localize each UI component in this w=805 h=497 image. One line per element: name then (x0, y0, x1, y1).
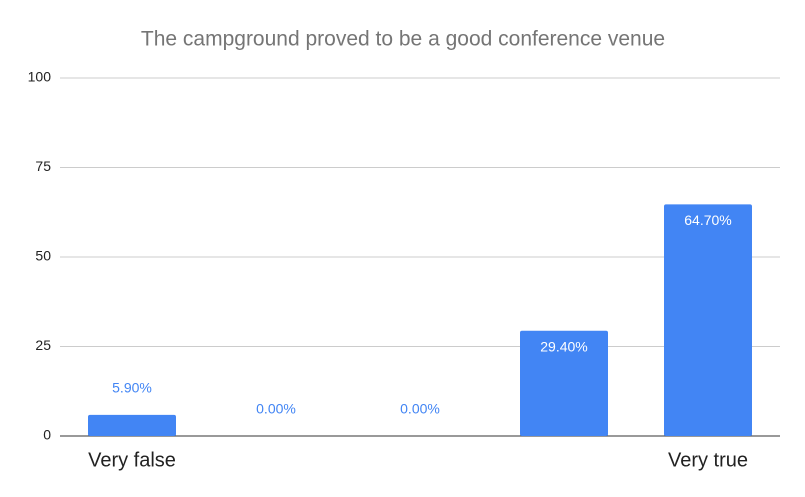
data-label: 29.40% (540, 338, 587, 354)
bar (520, 330, 608, 436)
data-label: 64.70% (684, 212, 731, 228)
data-label: 5.90% (112, 380, 152, 396)
y-tick-label: 75 (35, 158, 51, 174)
y-tick-label: 50 (35, 248, 51, 264)
y-tick-label: 25 (35, 337, 51, 353)
x-tick-label: Very false (88, 449, 176, 471)
y-tick-label: 0 (43, 427, 51, 443)
bar (664, 204, 752, 436)
x-tick-label: Very true (668, 449, 748, 471)
bar (88, 414, 176, 436)
data-label: 0.00% (256, 401, 296, 417)
data-label: 0.00% (400, 401, 440, 417)
chart-title: The campground proved to be a good confe… (141, 28, 665, 51)
y-tick-label: 100 (28, 69, 52, 85)
